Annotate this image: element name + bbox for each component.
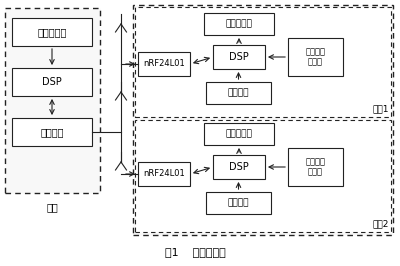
Text: DSP: DSP xyxy=(42,77,62,87)
Bar xyxy=(206,192,271,214)
Bar xyxy=(213,45,265,69)
Bar xyxy=(204,123,274,145)
Bar xyxy=(213,155,265,179)
Bar xyxy=(5,8,100,193)
Text: 主站: 主站 xyxy=(47,202,58,212)
Text: 编号预置: 编号预置 xyxy=(228,89,249,98)
Text: 温度光照
传感器: 温度光照 传感器 xyxy=(306,47,326,67)
Text: 温度光照
传感器: 温度光照 传感器 xyxy=(306,157,326,177)
Text: DSP: DSP xyxy=(229,162,249,172)
Bar xyxy=(138,52,190,76)
Text: 编号预置: 编号预置 xyxy=(228,198,249,207)
Text: 无线通信: 无线通信 xyxy=(40,127,64,137)
Text: 数码管显示: 数码管显示 xyxy=(226,130,252,139)
Bar xyxy=(204,13,274,35)
Bar xyxy=(12,18,92,46)
Bar xyxy=(288,148,343,186)
Bar xyxy=(135,7,391,117)
Bar xyxy=(135,120,391,232)
Text: 数码管显示: 数码管显示 xyxy=(226,19,252,28)
Text: DSP: DSP xyxy=(229,52,249,62)
Text: 数码管显示: 数码管显示 xyxy=(37,27,67,37)
Bar xyxy=(133,5,393,235)
Text: 图1    系统结构图: 图1 系统结构图 xyxy=(165,247,225,257)
Text: 分站1: 分站1 xyxy=(372,104,389,113)
Text: 分站2: 分站2 xyxy=(373,219,389,228)
Text: nRF24L01: nRF24L01 xyxy=(143,169,185,178)
Bar xyxy=(12,68,92,96)
Bar xyxy=(288,38,343,76)
Bar xyxy=(12,118,92,146)
Text: nRF24L01: nRF24L01 xyxy=(143,60,185,69)
Bar xyxy=(206,82,271,104)
Bar xyxy=(138,162,190,186)
